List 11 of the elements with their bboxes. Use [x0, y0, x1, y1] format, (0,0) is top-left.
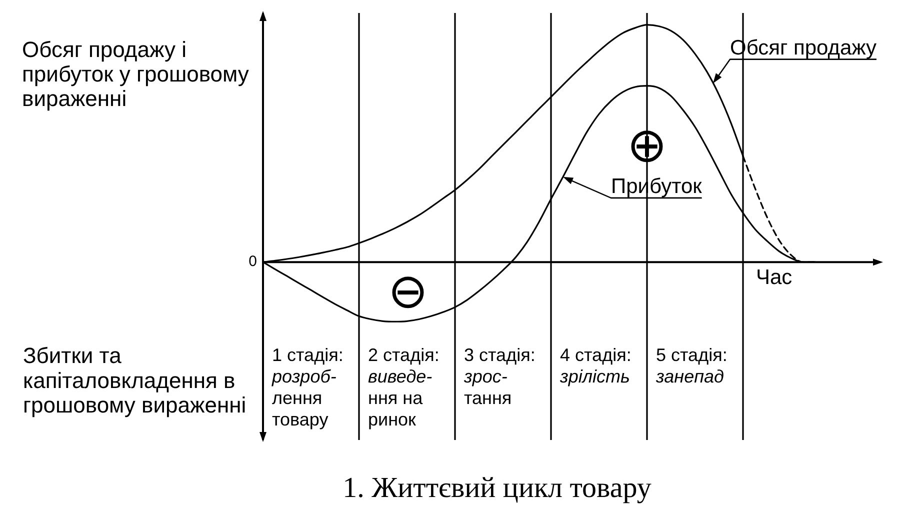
text: 4 стадія: зрілість	[559, 344, 632, 386]
y-axis-title: Обсяг продажу і прибуток у грошовому вираженні	[22, 37, 249, 112]
text: 3 стадія: зрос- тання	[463, 344, 536, 408]
text: 1. Життєвий цикл товару	[342, 472, 652, 504]
text: 2 стадія: виведе- ння на ринок	[368, 344, 440, 430]
text: 0	[248, 253, 257, 270]
annotation: ⊖	[388, 263, 428, 320]
text: 5 стадія: занепад	[655, 344, 728, 386]
text: 1 стадія: розроб- лення товару	[271, 344, 344, 430]
x-axis-title: Час	[756, 266, 792, 289]
text: Збитки та капіталовкладення в грошовому вираженні	[23, 343, 246, 418]
